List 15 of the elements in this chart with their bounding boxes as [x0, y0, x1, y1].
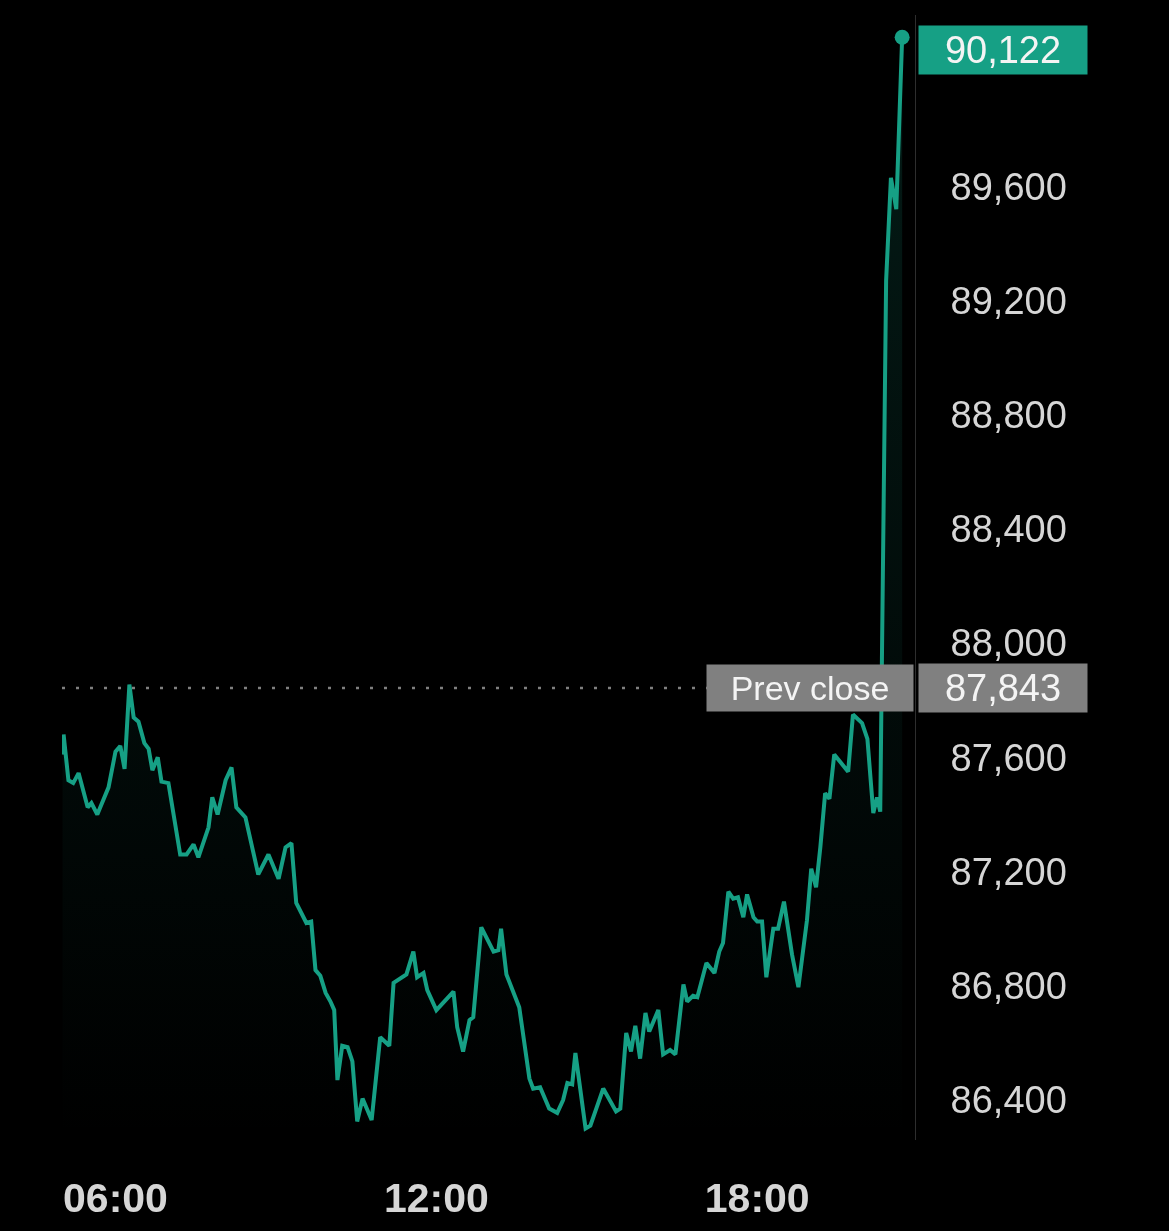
- y-tick-label: 89,200: [950, 279, 1067, 322]
- x-tick-label: 18:00: [704, 1175, 810, 1221]
- x-tick-label: 06:00: [63, 1175, 168, 1221]
- y-tick-label: 87,200: [950, 850, 1067, 893]
- data-label: 90,122: [944, 29, 1062, 71]
- y-tick-label: 88,000: [950, 622, 1067, 665]
- y-tick-label: 86,800: [950, 965, 1067, 1008]
- y-tick-label: 88,400: [950, 508, 1067, 551]
- y-tick-label: 87,600: [950, 736, 1067, 779]
- ref-line-label: Prev close: [730, 669, 890, 707]
- y-tick-label: 88,800: [950, 394, 1067, 437]
- y-tick-label: 89,600: [950, 165, 1067, 208]
- text: 87,843: [944, 667, 1062, 709]
- x-tick-label: 12:00: [383, 1175, 489, 1221]
- y-tick-label: 86,400: [950, 1079, 1067, 1122]
